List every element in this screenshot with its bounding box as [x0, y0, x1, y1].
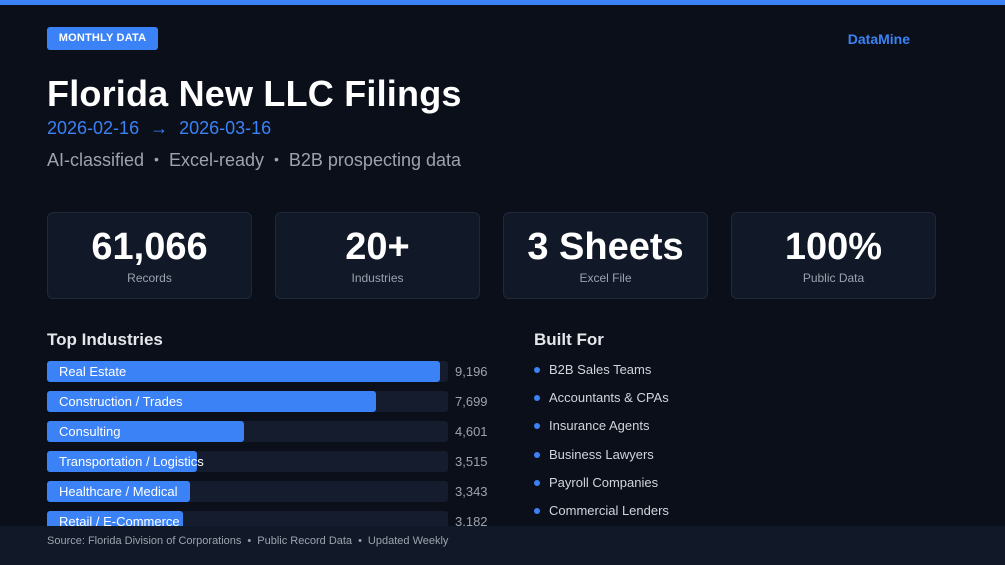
built-for-item: B2B Sales Teams: [534, 362, 651, 377]
bar-track: [47, 451, 448, 472]
page-title: Florida New LLC Filings: [47, 73, 462, 114]
tag-excel-ready: Excel-ready: [168, 150, 264, 170]
stat-label: Industries: [351, 271, 404, 285]
tag-b2b-prospecting: B2B prospecting data: [288, 150, 462, 170]
built-for-label: Commercial Lenders: [549, 503, 669, 518]
bar-track: [47, 421, 448, 442]
built-for-label: B2B Sales Teams: [549, 362, 652, 377]
built-for-item: Accountants & CPAs: [534, 390, 669, 405]
industry-count: 3,515: [455, 454, 488, 469]
industry-label: Consulting: [59, 424, 121, 439]
stat-value: 61,066: [91, 226, 208, 268]
footer: Source: Florida Division of Corporations…: [0, 526, 1005, 565]
built-for-label: Accountants & CPAs: [549, 390, 669, 405]
bar-track: [47, 481, 448, 502]
feature-tags: AI-classified • Excel-ready • B2B prospectin…: [47, 150, 461, 171]
bar-fill: [47, 451, 197, 472]
footer-updated: Updated Weekly: [367, 535, 449, 547]
industry-bar-row: Transportation / Logistics 3,515: [47, 451, 492, 472]
built-for-label: Business Lawyers: [549, 447, 654, 462]
top-industries-title: Top Industries: [47, 330, 163, 349]
industry-bar-row: Real Estate 9,196: [47, 361, 492, 382]
bar-track: [47, 361, 448, 382]
stat-value: 20+: [345, 226, 410, 268]
bullet-dot-icon: [534, 395, 540, 401]
built-for-item: Insurance Agents: [534, 418, 649, 433]
monthly-data-badge: MONTHLY DATA: [47, 27, 158, 50]
industry-label: Construction / Trades: [59, 394, 183, 409]
footer-public-record: Public Record Data: [257, 535, 353, 547]
bar-fill: [47, 361, 440, 382]
industry-label: Real Estate: [59, 364, 127, 379]
footer-source: Source: Florida Division of Corporations: [47, 535, 242, 547]
industry-count: 7,699: [455, 394, 488, 409]
industry-count: 9,196: [455, 364, 488, 379]
stat-label: Excel File: [579, 271, 632, 285]
industry-bar-row: Construction / Trades 7,699: [47, 391, 492, 412]
industry-bar-row: Healthcare / Medical 3,343: [47, 481, 492, 502]
industry-count: 3,343: [455, 484, 488, 499]
top-accent-bar: [0, 0, 1005, 5]
built-for-item: Business Lawyers: [534, 447, 654, 462]
bullet-dot-icon: [534, 508, 540, 514]
built-for-item: Commercial Lenders: [534, 503, 669, 518]
industry-label: Healthcare / Medical: [59, 484, 178, 499]
industry-count: 3,182: [455, 514, 488, 529]
bullet-dot-icon: [534, 480, 540, 486]
built-for-item: Payroll Companies: [534, 475, 658, 490]
industry-label: Retail / E-Commerce: [59, 514, 180, 529]
built-for-label: Payroll Companies: [549, 475, 659, 490]
bullet-separator: •: [358, 535, 362, 547]
stat-value: 100%: [784, 226, 883, 268]
bar-fill: [47, 391, 376, 412]
bullet-dot-icon: [534, 423, 540, 429]
bar-fill: [47, 421, 244, 442]
brand-logo-text: DataMine: [847, 31, 910, 47]
bullet-dot-icon: [534, 452, 540, 458]
stat-value: 3 Sheets: [527, 226, 684, 268]
industry-label: Transportation / Logistics: [59, 454, 204, 469]
date-end: 2026-03-16: [179, 118, 272, 138]
stat-card-industries: 20+ Industries: [275, 212, 480, 299]
industry-bar-row: Consulting 4,601: [47, 421, 492, 442]
footer-source-text: Source: Florida Division of Corporations…: [47, 535, 448, 547]
stat-card-records: 61,066 Records: [47, 212, 252, 299]
stat-card-excel-file: 3 Sheets Excel File: [503, 212, 708, 299]
built-for-title: Built For: [534, 330, 604, 349]
tag-ai-classified: AI-classified: [47, 150, 145, 170]
bullet-separator: •: [247, 535, 252, 547]
stat-card-public-data: 100% Public Data: [731, 212, 936, 299]
bullet-separator: •: [273, 151, 279, 167]
arrow-right-icon: →: [150, 118, 169, 138]
bullet-dot-icon: [534, 367, 540, 373]
bullet-separator: •: [154, 151, 159, 167]
built-for-label: Insurance Agents: [549, 418, 650, 433]
industry-count: 4,601: [455, 424, 488, 439]
bar-fill: [47, 481, 190, 502]
stat-label: Public Data: [802, 271, 865, 285]
stat-label: Records: [127, 271, 172, 285]
bar-track: [47, 391, 448, 412]
date-range: 2026-02-16 → 2026-03-16: [47, 118, 271, 139]
date-start: 2026-02-16: [47, 118, 140, 138]
